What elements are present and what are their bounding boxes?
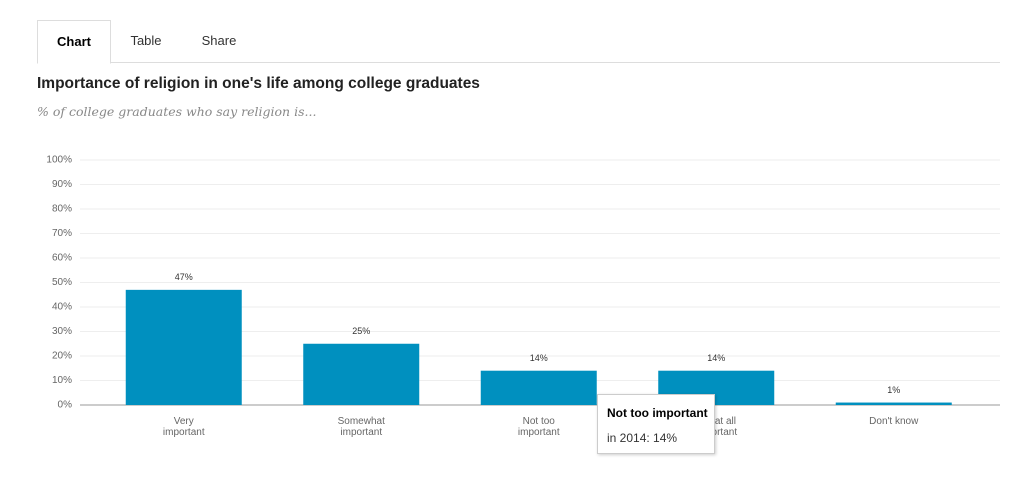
value-label: 14%	[530, 353, 548, 363]
y-tick-label: 30%	[52, 326, 72, 337]
value-label: 1%	[887, 385, 900, 395]
tab[interactable]: Chart	[37, 20, 111, 64]
bar	[480, 370, 597, 405]
y-tick-label: 0%	[58, 400, 73, 411]
y-tick-label: 90%	[52, 179, 72, 190]
chart-title: Importance of religion in one's life amo…	[37, 75, 480, 92]
value-label: 14%	[707, 353, 725, 363]
tooltip: Not too important in 2014: 14%	[597, 394, 715, 454]
y-tick-label: 20%	[52, 351, 72, 362]
y-tick-label: 80%	[52, 204, 72, 215]
x-tick-label: Somewhat important	[337, 416, 385, 438]
value-label: 47%	[175, 272, 193, 282]
y-tick-label: 50%	[52, 277, 72, 288]
bar	[125, 289, 242, 405]
y-tick-label: 60%	[52, 253, 72, 264]
tab[interactable]: Table	[130, 33, 162, 48]
tooltip-text: in 2014: 14%	[607, 431, 678, 445]
x-tick-label: Not too important	[517, 416, 560, 438]
tooltip-title: Not too important	[607, 406, 708, 420]
x-tick-label: Very important	[162, 416, 205, 438]
y-tick-label: 70%	[52, 228, 72, 239]
chart-subtitle: % of college graduates who say religion …	[37, 104, 317, 119]
bar	[303, 343, 420, 405]
bar	[835, 402, 952, 405]
tab[interactable]: Share	[201, 33, 237, 48]
tab-divider	[37, 62, 1000, 63]
y-tick-label: 40%	[52, 302, 72, 313]
y-tick-label: 100%	[46, 155, 72, 166]
value-label: 25%	[352, 326, 370, 336]
y-tick-label: 10%	[52, 375, 72, 386]
x-tick-label: Don't know	[869, 416, 919, 427]
